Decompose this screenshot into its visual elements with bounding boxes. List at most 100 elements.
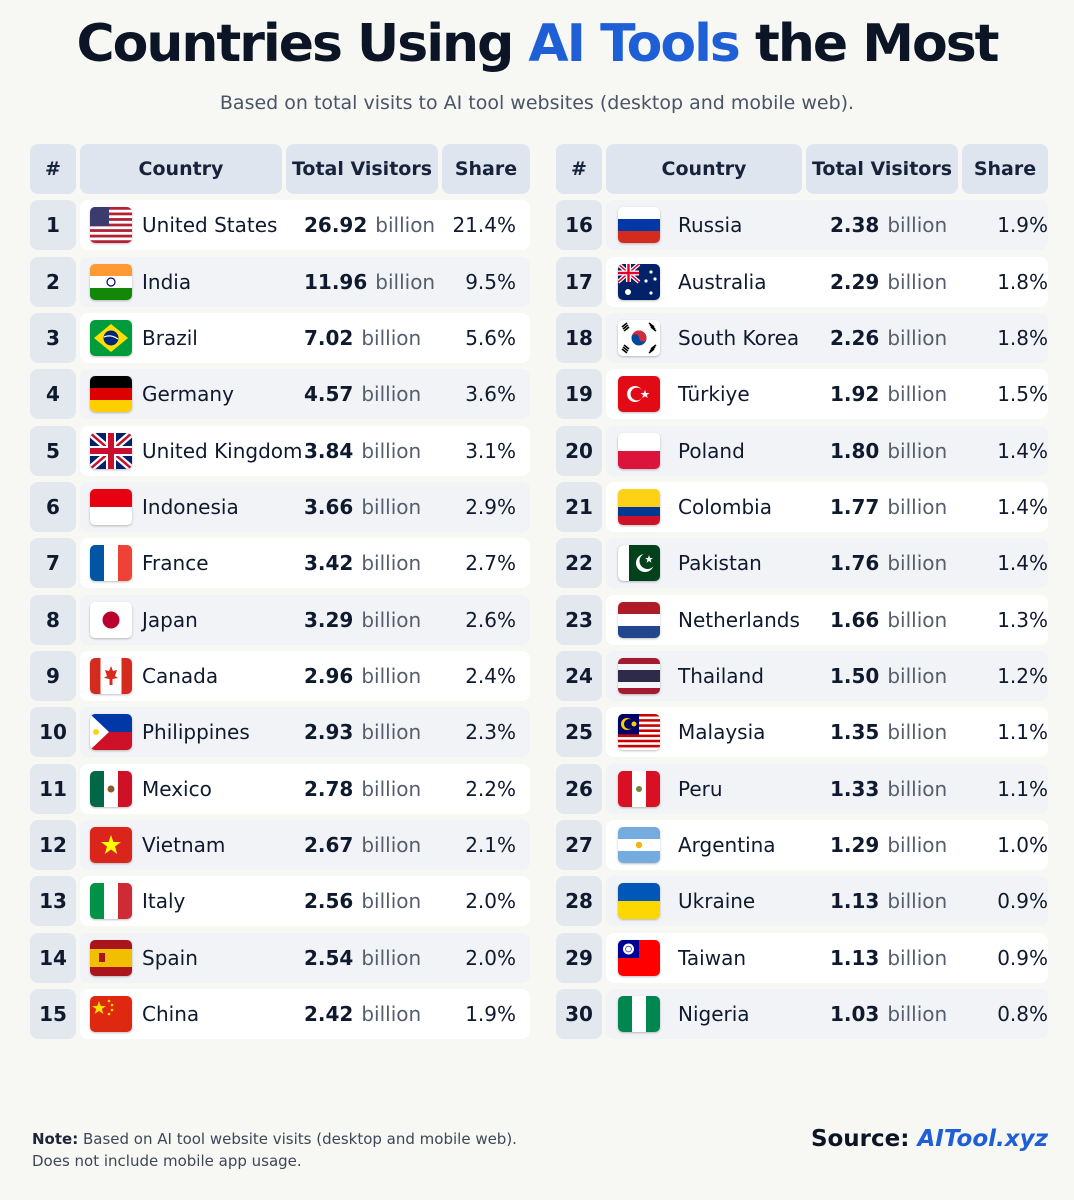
rank-cell: 20 <box>556 425 602 476</box>
rank-cell: 17 <box>556 256 602 307</box>
rank-cell: 30 <box>556 989 602 1040</box>
visitors-unit: billion <box>887 269 948 294</box>
visitors-cell: 2.29 billion <box>830 257 947 307</box>
table-row: 2 India 11.96 billion 9.5% <box>30 256 530 307</box>
share-value: 1.4% <box>997 551 1048 576</box>
row-background <box>80 594 530 645</box>
russia-flag-icon <box>618 207 660 244</box>
share-value: 1.0% <box>997 833 1048 858</box>
us-flag-icon <box>90 207 132 244</box>
visitors-unit: billion <box>361 438 422 463</box>
peru-flag-icon <box>618 770 660 807</box>
country-name: United States <box>142 213 278 238</box>
rank-cell: 1 <box>30 200 76 251</box>
visitors-value: 1.13 <box>830 889 880 914</box>
visitors-cell: 2.54 billion <box>304 933 421 983</box>
table-header: # Country Total Visitors Share <box>556 144 1048 194</box>
rank-cell: 6 <box>30 482 76 533</box>
row-background <box>80 313 530 364</box>
visitors-unit: billion <box>361 495 422 520</box>
row-background <box>80 200 530 251</box>
table-row: 17 Australia 2.29 billion 1.8% <box>556 256 1048 307</box>
table-header: # Country Total Visitors Share <box>30 144 530 194</box>
row-background <box>606 820 1048 871</box>
malaysia-flag-icon <box>618 714 660 751</box>
table-row: 26 Peru 1.33 billion 1.1% <box>556 763 1048 814</box>
mexico-flag-icon <box>90 770 132 807</box>
table-row: 23 Netherlands 1.66 billion 1.3% <box>556 594 1048 645</box>
philippines-flag-icon <box>90 714 132 751</box>
country-name: Russia <box>678 213 743 238</box>
table-row: 6 Indonesia 3.66 billion 2.9% <box>30 482 530 533</box>
rank-cell: 8 <box>30 594 76 645</box>
rank-cell: 27 <box>556 820 602 871</box>
note-label: Note: <box>32 1130 79 1148</box>
header-country: Country <box>80 144 282 194</box>
table-row: 20 Poland 1.80 billion 1.4% <box>556 425 1048 476</box>
visitors-cell: 1.13 billion <box>830 933 947 983</box>
row-background <box>80 707 530 758</box>
header-country: Country <box>606 144 802 194</box>
visitors-value: 2.93 <box>304 720 354 745</box>
row-background <box>606 482 1048 533</box>
visitors-value: 2.78 <box>304 776 354 801</box>
visitors-value: 1.29 <box>830 833 880 858</box>
table-row: 24 Thailand 1.50 billion 1.2% <box>556 651 1048 702</box>
visitors-value: 2.29 <box>830 269 880 294</box>
country-name: Ukraine <box>678 889 756 914</box>
visitors-cell: 4.57 billion <box>304 369 421 419</box>
visitors-unit: billion <box>361 720 422 745</box>
rank-cell: 23 <box>556 594 602 645</box>
row-background <box>606 538 1048 589</box>
row-background <box>80 651 530 702</box>
country-name: Poland <box>678 438 745 463</box>
source-label: Source: <box>810 1126 918 1152</box>
row-background <box>80 482 530 533</box>
row-background <box>606 989 1048 1040</box>
source-link[interactable]: AITool.xyz <box>917 1126 1048 1152</box>
table-row: 16 Russia 2.38 billion 1.9% <box>556 200 1048 251</box>
argentina-flag-icon <box>618 827 660 864</box>
note-line-2: Does not include mobile app usage. <box>32 1152 302 1170</box>
pakistan-flag-icon <box>618 545 660 582</box>
visitors-value: 26.92 <box>304 213 368 238</box>
turkiye-flag-icon <box>618 376 660 413</box>
spain-flag-icon <box>90 939 132 976</box>
country-name: Germany <box>142 382 234 407</box>
rank-cell: 4 <box>30 369 76 420</box>
country-name: Vietnam <box>142 833 226 858</box>
india-flag-icon <box>90 263 132 300</box>
country-name: Netherlands <box>678 607 800 632</box>
rank-cell: 15 <box>30 989 76 1040</box>
visitors-cell: 2.67 billion <box>304 820 421 870</box>
canada-flag-icon <box>90 658 132 695</box>
visitors-value: 3.29 <box>304 607 354 632</box>
visitors-cell: 1.33 billion <box>830 764 947 814</box>
row-background <box>80 763 530 814</box>
visitors-unit: billion <box>887 776 948 801</box>
visitors-cell: 1.66 billion <box>830 595 947 645</box>
row-background <box>606 932 1048 983</box>
visitors-cell: 3.84 billion <box>304 426 421 476</box>
rank-cell: 14 <box>30 932 76 983</box>
visitors-unit: billion <box>887 495 948 520</box>
country-name: China <box>142 1002 200 1027</box>
title-accent: AI Tools <box>528 14 740 74</box>
share-value: 9.5% <box>465 269 516 294</box>
country-name: United Kingdom <box>142 438 303 463</box>
row-background <box>606 313 1048 364</box>
table-row: 30 Nigeria 1.03 billion 0.8% <box>556 989 1048 1040</box>
visitors-unit: billion <box>361 551 422 576</box>
rank-cell: 25 <box>556 707 602 758</box>
share-value: 0.9% <box>997 945 1048 970</box>
share-value: 2.7% <box>465 551 516 576</box>
table-row: 29 Taiwan 1.13 billion 0.9% <box>556 932 1048 983</box>
subtitle: Based on total visits to AI tool website… <box>219 92 855 114</box>
country-name: Mexico <box>142 776 212 801</box>
visitors-value: 2.38 <box>830 213 880 238</box>
visitors-value: 2.56 <box>304 889 354 914</box>
visitors-cell: 1.13 billion <box>830 876 947 926</box>
visitors-cell: 1.92 billion <box>830 369 947 419</box>
australia-flag-icon <box>618 263 660 300</box>
row-background <box>80 538 530 589</box>
